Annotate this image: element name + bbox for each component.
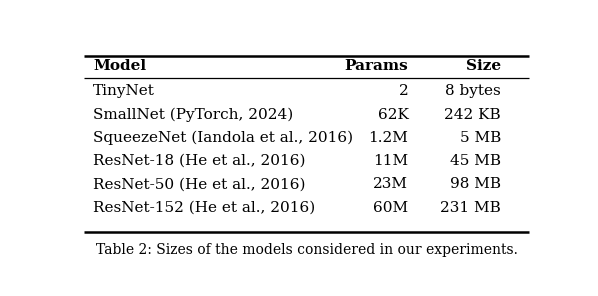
Text: 5 MB: 5 MB xyxy=(460,131,501,145)
Text: ResNet-152 (He et al., 2016): ResNet-152 (He et al., 2016) xyxy=(93,201,316,215)
Text: 98 MB: 98 MB xyxy=(450,177,501,191)
Text: ResNet-50 (He et al., 2016): ResNet-50 (He et al., 2016) xyxy=(93,177,306,191)
Text: TinyNet: TinyNet xyxy=(93,84,155,98)
Text: 1.2M: 1.2M xyxy=(368,131,408,145)
Text: 11M: 11M xyxy=(373,154,408,168)
Text: Table 2: Sizes of the models considered in our experiments.: Table 2: Sizes of the models considered … xyxy=(96,243,517,257)
Text: Params: Params xyxy=(344,59,408,73)
Text: 231 MB: 231 MB xyxy=(440,201,501,215)
Text: 62K: 62K xyxy=(377,108,408,122)
Text: SmallNet (PyTorch, 2024): SmallNet (PyTorch, 2024) xyxy=(93,107,294,122)
Text: 60M: 60M xyxy=(373,201,408,215)
Text: Size: Size xyxy=(466,59,501,73)
Text: ResNet-18 (He et al., 2016): ResNet-18 (He et al., 2016) xyxy=(93,154,306,168)
Text: 242 KB: 242 KB xyxy=(444,108,501,122)
Text: Model: Model xyxy=(93,59,147,73)
Text: 8 bytes: 8 bytes xyxy=(446,84,501,98)
Text: 23M: 23M xyxy=(373,177,408,191)
Text: 45 MB: 45 MB xyxy=(450,154,501,168)
Text: SqueezeNet (Iandola et al., 2016): SqueezeNet (Iandola et al., 2016) xyxy=(93,131,353,145)
Text: 2: 2 xyxy=(399,84,408,98)
